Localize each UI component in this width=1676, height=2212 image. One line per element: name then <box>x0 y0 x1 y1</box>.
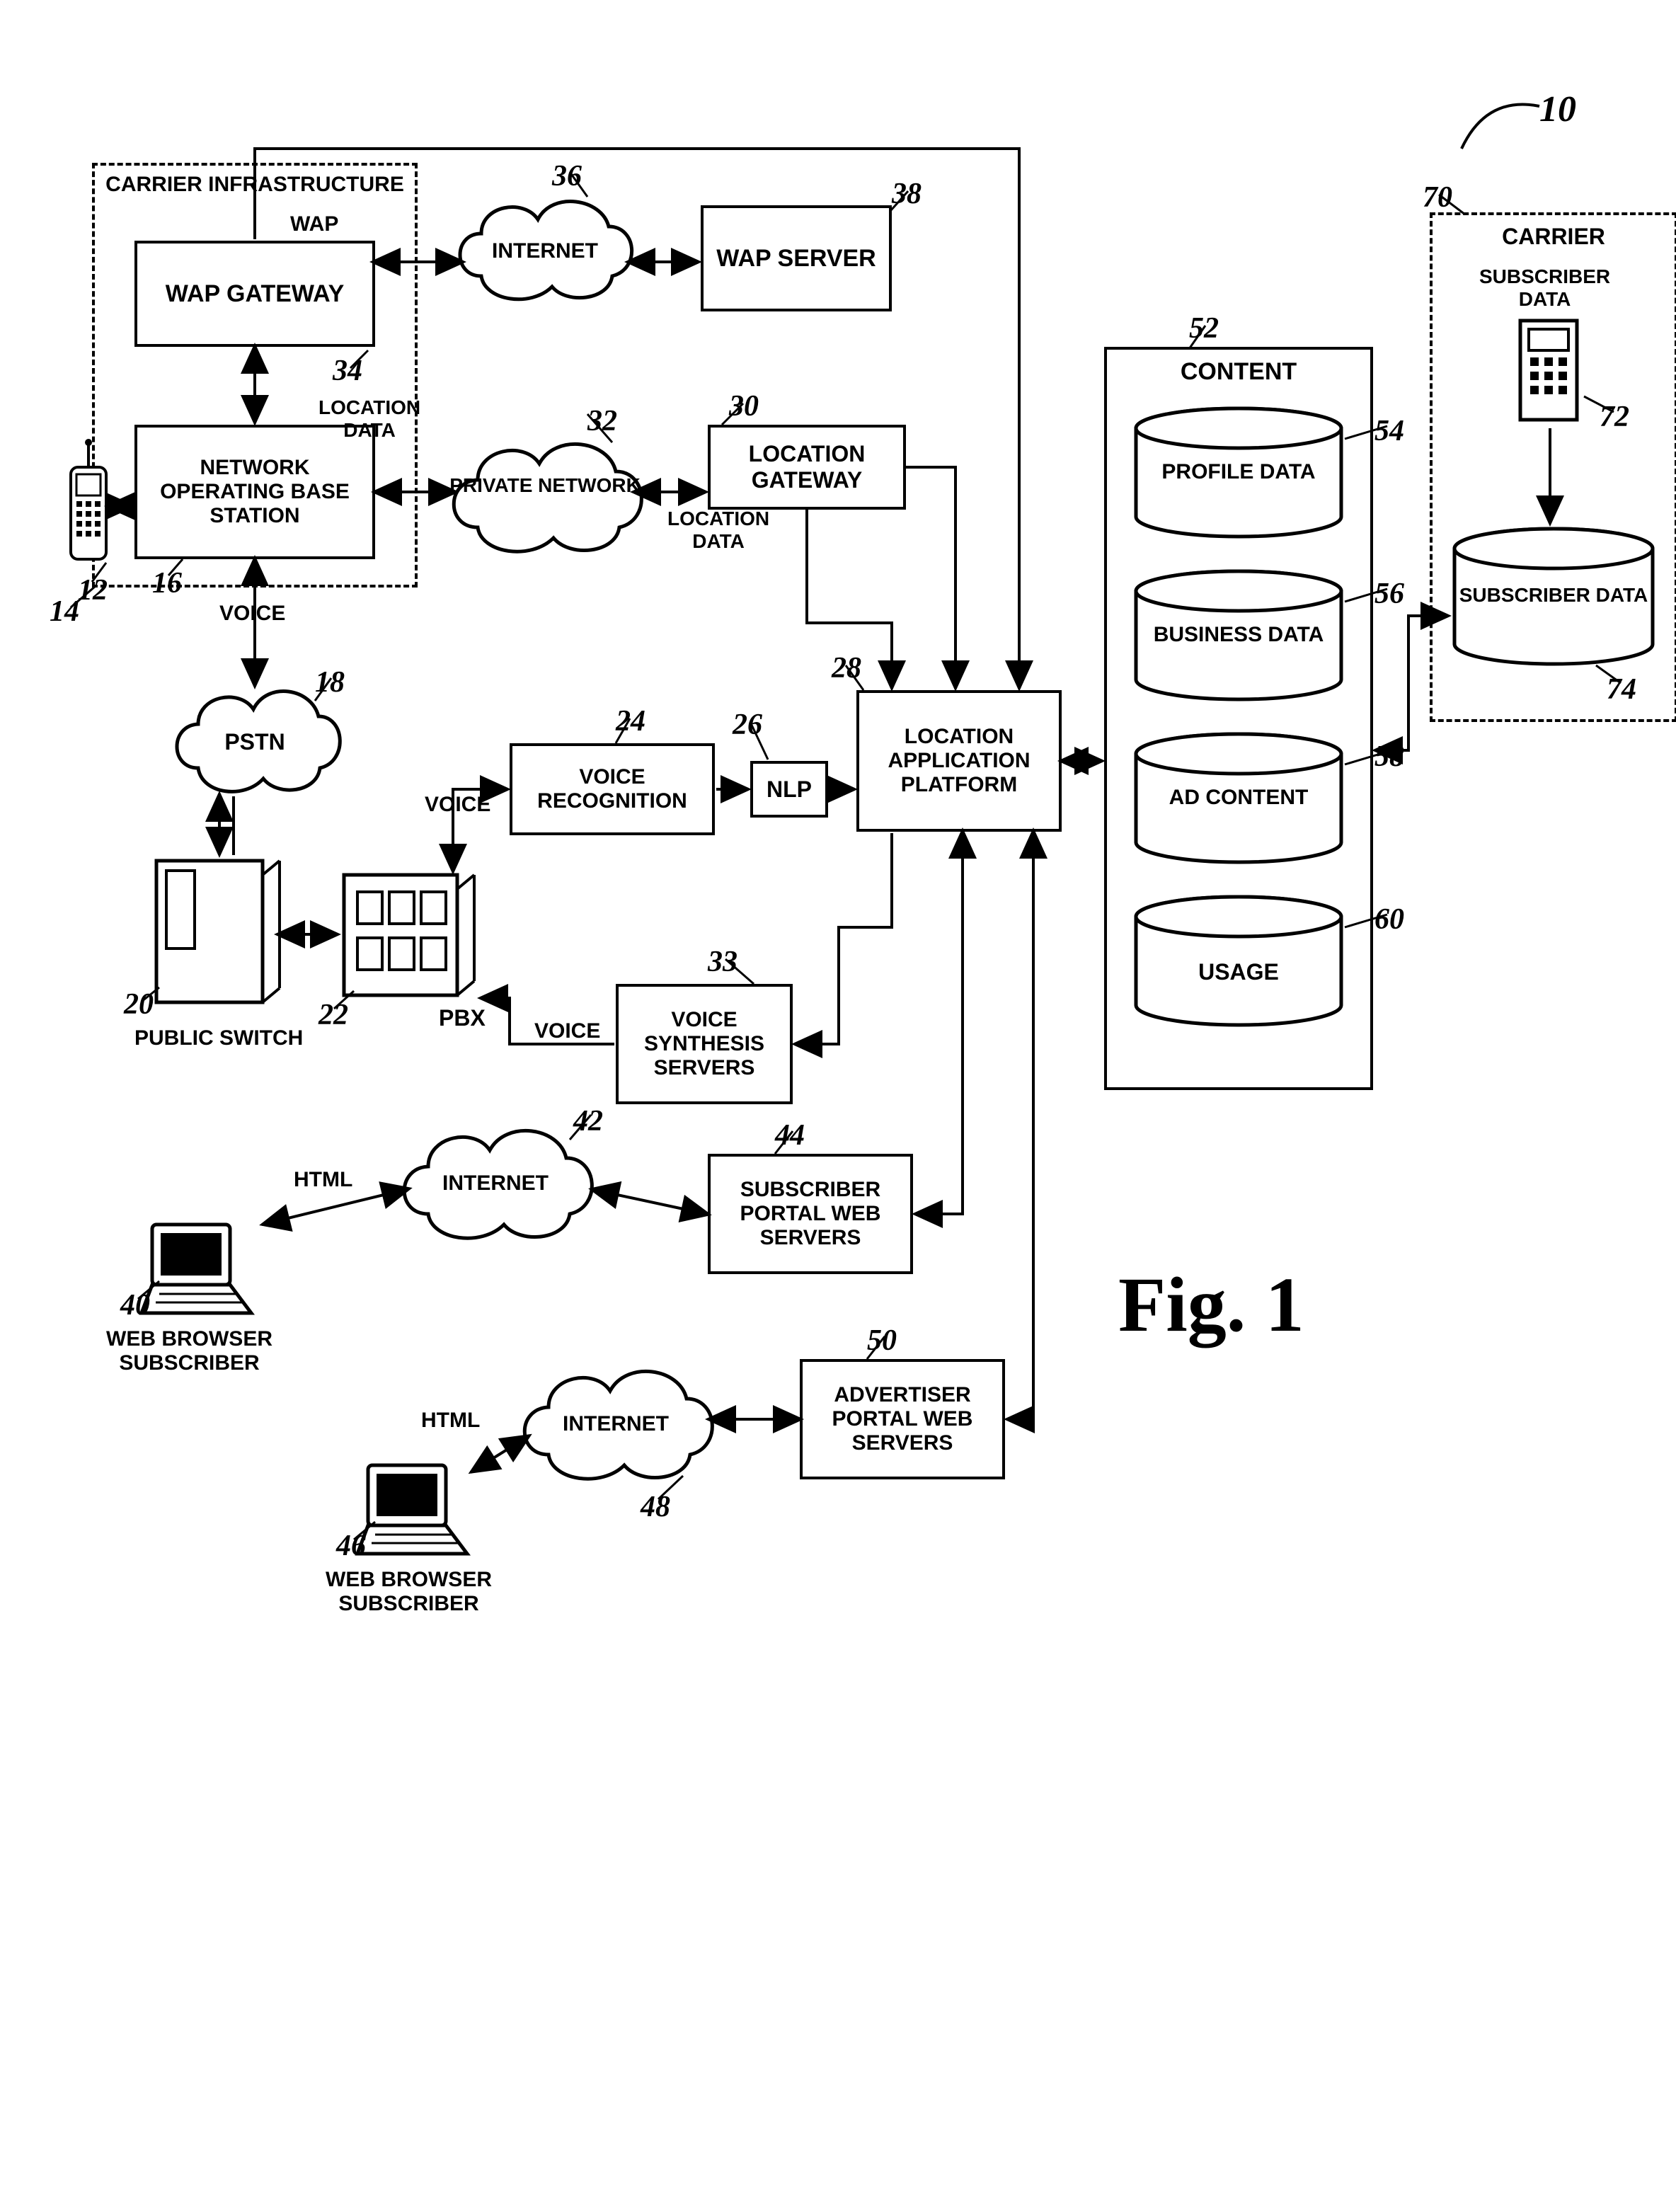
wap-server: WAP SERVER <box>701 205 892 311</box>
ref-60: 60 <box>1374 902 1404 936</box>
internet-cloud-42: INTERNET <box>389 1111 602 1253</box>
public-switch-label: PUBLIC SWITCH <box>134 1026 303 1050</box>
ref-40: 40 <box>120 1288 150 1322</box>
wap-gateway: WAP GATEWAY <box>134 241 375 347</box>
nlp: NLP <box>750 761 828 818</box>
ref-22: 22 <box>318 998 348 1032</box>
diagram-canvas: CARRIER INFRASTRUCTURE 14 WAP GATEWAY 34… <box>0 0 1676 2212</box>
web-browser-subscriber-40 <box>138 1217 258 1327</box>
ref-44: 44 <box>775 1118 805 1152</box>
edge-label-locdata-1: LOCATION DATA <box>318 396 420 442</box>
usage-label: USAGE <box>1129 959 1348 985</box>
pbx-label: PBX <box>439 1005 486 1031</box>
ref-20: 20 <box>124 987 154 1021</box>
subscriber-data-server-icon <box>1515 315 1592 439</box>
voice-synthesis-servers: VOICE SYNTHESIS SERVERS <box>616 984 793 1104</box>
private-network-cloud: PRIVATE NETWORK <box>439 425 651 566</box>
web-browser-subscriber-46 <box>354 1458 474 1568</box>
internet-36-label: INTERNET <box>446 239 644 263</box>
ref-36: 36 <box>552 159 582 193</box>
profile-data-label: PROFILE DATA <box>1129 460 1348 484</box>
ref-24: 24 <box>616 704 645 738</box>
subscriber-data-db: SUBSCRIBER DATA <box>1447 524 1660 672</box>
edge-label-wap: WAP <box>290 212 338 236</box>
wb-sub-40-label: WEB BROWSER SUBSCRIBER <box>106 1327 272 1375</box>
network-base-station: NETWORK OPERATING BASE STATION <box>134 425 375 559</box>
edge-label-html-2: HTML <box>421 1409 480 1433</box>
ref-50: 50 <box>867 1324 897 1358</box>
usage-db: USAGE <box>1129 892 1348 1033</box>
ref-18: 18 <box>315 665 345 699</box>
ref-52: 52 <box>1189 311 1219 345</box>
edge-label-voice-1: VOICE <box>219 602 285 626</box>
ref-34: 34 <box>333 354 362 388</box>
location-gateway: LOCATION GATEWAY <box>708 425 906 510</box>
voice-recognition: VOICE RECOGNITION <box>510 743 715 835</box>
private-network-label: PRIVATE NETWORK <box>439 474 651 497</box>
ad-content-label: AD CONTENT <box>1129 786 1348 810</box>
ref-42: 42 <box>573 1104 603 1138</box>
internet-48-label: INTERNET <box>510 1412 722 1436</box>
subscriber-data-server-label: SUBSCRIBER DATA <box>1479 265 1610 311</box>
subscriber-portal-servers: SUBSCRIBER PORTAL WEB SERVERS <box>708 1154 913 1274</box>
public-switch <box>152 856 287 1023</box>
internet-42-label: INTERNET <box>389 1171 602 1196</box>
ref-74: 74 <box>1607 672 1636 706</box>
wb-sub-46-label: WEB BROWSER SUBSCRIBER <box>326 1568 492 1616</box>
ref-72: 72 <box>1600 400 1629 434</box>
ref-48: 48 <box>641 1490 670 1524</box>
ref-26: 26 <box>733 708 762 742</box>
business-data-label: BUSINESS DATA <box>1129 623 1348 647</box>
mobile-phone-icon <box>50 439 127 577</box>
ref-14: 14 <box>50 595 79 629</box>
subscriber-data-db-label: SUBSCRIBER DATA <box>1447 584 1660 607</box>
edge-label-locdata-2: LOCATION DATA <box>667 508 769 553</box>
ref-46: 46 <box>336 1529 366 1563</box>
business-data-db: BUSINESS DATA <box>1129 566 1348 708</box>
ref-38: 38 <box>892 177 922 211</box>
carrier-label: CARRIER <box>1502 224 1605 250</box>
profile-data-db: PROFILE DATA <box>1129 403 1348 545</box>
ref-54: 54 <box>1374 414 1404 448</box>
internet-cloud-48: INTERNET <box>510 1352 722 1494</box>
location-application-platform: LOCATION APPLICATION PLATFORM <box>856 690 1062 832</box>
ref-16: 16 <box>152 566 182 600</box>
carrier-infrastructure-label: CARRIER INFRASTRUCTURE <box>105 173 404 197</box>
ref-58: 58 <box>1374 740 1404 774</box>
pstn-label: PSTN <box>163 729 347 755</box>
advertiser-portal-servers: ADVERTISER PORTAL WEB SERVERS <box>800 1359 1005 1479</box>
ref-30: 30 <box>729 389 759 423</box>
ref-70: 70 <box>1423 180 1452 214</box>
ad-content-db: AD CONTENT <box>1129 729 1348 871</box>
ref-33: 33 <box>708 945 737 979</box>
ref-28: 28 <box>832 651 861 685</box>
figure-label: Fig. 1 <box>1118 1260 1304 1350</box>
ref-10-curve <box>1458 81 1550 156</box>
content-label: CONTENT <box>1181 358 1297 386</box>
ref-32: 32 <box>587 404 617 438</box>
edge-label-html-1: HTML <box>294 1168 352 1192</box>
pbx <box>340 871 481 1016</box>
edge-label-voice-3: VOICE <box>534 1019 600 1043</box>
internet-cloud-36: INTERNET <box>446 184 644 311</box>
ref-56: 56 <box>1374 577 1404 611</box>
edge-label-voice-2: VOICE <box>425 793 490 817</box>
ref-12: 12 <box>78 573 108 607</box>
